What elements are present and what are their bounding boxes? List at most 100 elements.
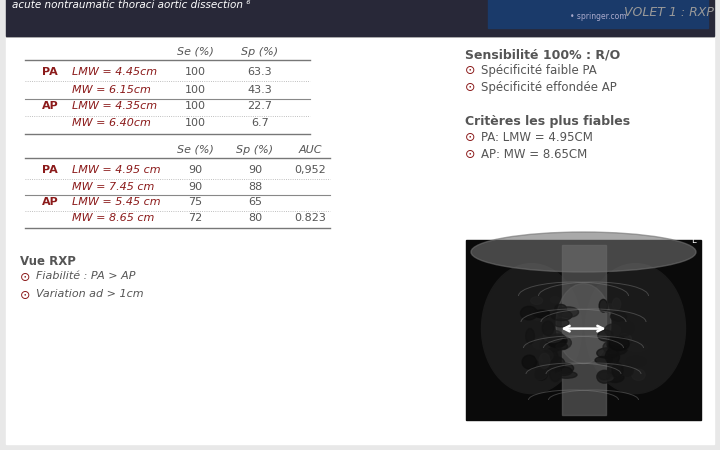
Ellipse shape: [603, 304, 615, 312]
Ellipse shape: [535, 369, 547, 380]
Ellipse shape: [556, 363, 574, 374]
Ellipse shape: [531, 297, 543, 305]
Text: 72: 72: [188, 213, 202, 223]
Ellipse shape: [598, 371, 611, 380]
Ellipse shape: [547, 336, 565, 347]
Ellipse shape: [522, 355, 536, 369]
Ellipse shape: [606, 372, 624, 382]
Text: AP: MW = 8.65CM: AP: MW = 8.65CM: [481, 148, 588, 161]
Ellipse shape: [599, 299, 608, 312]
Ellipse shape: [631, 369, 645, 380]
Ellipse shape: [471, 232, 696, 272]
Text: MW = 8.65 cm: MW = 8.65 cm: [72, 213, 154, 223]
Text: Spécificité faible PA: Spécificité faible PA: [481, 64, 597, 77]
Bar: [6, 0, 714, 36]
Text: ⊙: ⊙: [20, 289, 30, 302]
Text: PA: LMW = 4.95CM: PA: LMW = 4.95CM: [481, 131, 593, 144]
Text: LMW = 4.45cm: LMW = 4.45cm: [72, 67, 157, 77]
Text: 75: 75: [188, 197, 202, 207]
Ellipse shape: [544, 356, 565, 371]
Text: Variation ad > 1cm: Variation ad > 1cm: [36, 289, 143, 299]
Ellipse shape: [526, 328, 534, 344]
Text: 90: 90: [188, 182, 202, 192]
Text: 100: 100: [184, 118, 205, 128]
Ellipse shape: [610, 339, 631, 345]
Text: ⊙: ⊙: [465, 131, 475, 144]
Text: 6.7: 6.7: [251, 118, 269, 128]
Text: 90: 90: [248, 165, 262, 175]
Ellipse shape: [611, 312, 626, 321]
Text: 100: 100: [184, 67, 205, 77]
Ellipse shape: [612, 363, 623, 378]
Text: Sp (%): Sp (%): [241, 47, 279, 57]
Ellipse shape: [555, 367, 572, 376]
Ellipse shape: [542, 321, 554, 336]
Text: 63.3: 63.3: [248, 67, 272, 77]
Text: LMW = 4.95 cm: LMW = 4.95 cm: [72, 165, 161, 175]
Ellipse shape: [551, 310, 572, 320]
Ellipse shape: [613, 298, 621, 310]
Text: 65: 65: [248, 197, 262, 207]
Ellipse shape: [621, 365, 634, 376]
Bar: [466, 240, 701, 420]
Text: 100: 100: [184, 85, 205, 95]
Text: LMW = 5.45 cm: LMW = 5.45 cm: [72, 197, 161, 207]
Text: ⊙: ⊙: [465, 81, 475, 94]
Text: ⊙: ⊙: [465, 64, 475, 77]
Ellipse shape: [554, 319, 569, 327]
Text: ⊙: ⊙: [465, 148, 475, 161]
Ellipse shape: [626, 343, 647, 351]
Text: VOLET 1 : RXP: VOLET 1 : RXP: [624, 6, 714, 19]
Ellipse shape: [598, 330, 613, 341]
Ellipse shape: [603, 341, 621, 354]
Ellipse shape: [620, 336, 631, 346]
Ellipse shape: [530, 310, 549, 316]
Text: ⊙: ⊙: [20, 271, 30, 284]
Ellipse shape: [617, 333, 631, 344]
Ellipse shape: [557, 307, 579, 317]
Ellipse shape: [532, 337, 552, 350]
Text: Critères les plus fiables: Critères les plus fiables: [465, 115, 630, 128]
Text: 0.823: 0.823: [294, 213, 326, 223]
Text: • springer.com: • springer.com: [570, 12, 626, 21]
Bar: [488, 0, 708, 28]
Ellipse shape: [539, 353, 550, 369]
Text: MW = 7.45 cm: MW = 7.45 cm: [72, 182, 154, 192]
Ellipse shape: [534, 361, 544, 370]
Text: Vue RXP: Vue RXP: [20, 255, 76, 268]
Ellipse shape: [556, 371, 577, 378]
Ellipse shape: [605, 324, 621, 336]
Text: 80: 80: [248, 213, 262, 223]
Ellipse shape: [548, 334, 567, 347]
Ellipse shape: [554, 337, 572, 349]
Text: 90: 90: [188, 165, 202, 175]
Ellipse shape: [482, 264, 582, 394]
Text: Spécificité effondée AP: Spécificité effondée AP: [481, 81, 617, 94]
Ellipse shape: [608, 363, 625, 377]
Ellipse shape: [554, 304, 567, 313]
Text: 88: 88: [248, 182, 262, 192]
Text: PA: PA: [42, 165, 58, 175]
Ellipse shape: [540, 338, 562, 352]
Text: LMW = 4.35cm: LMW = 4.35cm: [72, 101, 157, 111]
Text: AP: AP: [42, 197, 59, 207]
Ellipse shape: [607, 339, 624, 350]
Ellipse shape: [597, 370, 612, 383]
Ellipse shape: [521, 306, 537, 320]
Ellipse shape: [543, 349, 558, 364]
Ellipse shape: [609, 337, 629, 351]
Ellipse shape: [585, 264, 685, 394]
Ellipse shape: [550, 297, 560, 303]
Ellipse shape: [626, 356, 646, 367]
Text: MW = 6.40cm: MW = 6.40cm: [72, 118, 151, 128]
Ellipse shape: [549, 366, 561, 382]
Text: Se (%): Se (%): [176, 145, 213, 155]
Ellipse shape: [556, 284, 611, 364]
Text: Sp (%): Sp (%): [236, 145, 274, 155]
Text: 100: 100: [184, 101, 205, 111]
Ellipse shape: [613, 367, 624, 378]
Text: Sensibilité 100% : R/O: Sensibilité 100% : R/O: [465, 48, 620, 61]
Ellipse shape: [601, 374, 613, 381]
Ellipse shape: [609, 339, 628, 355]
Ellipse shape: [597, 348, 618, 358]
